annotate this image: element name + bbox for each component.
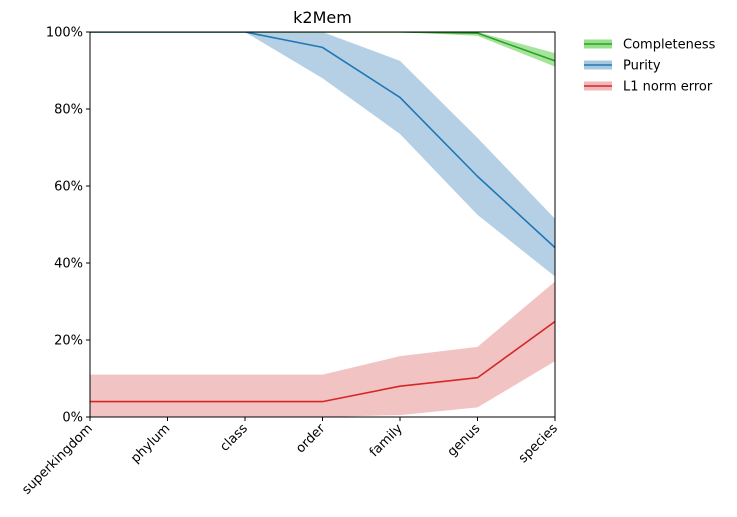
purity-band: [90, 32, 555, 277]
y-axis: 0% 20% 40% 60% 80% 100%: [46, 26, 90, 426]
x-tick-label: class: [217, 421, 251, 455]
x-tick-label: order: [293, 421, 329, 457]
x-axis: superkingdom phylum class order family genus s…: [19, 417, 561, 498]
y-tick-label: 40%: [54, 257, 83, 272]
legend-label: Purity: [623, 59, 661, 74]
line-layer: [90, 32, 555, 403]
legend-label: L1 norm error: [623, 80, 713, 95]
y-tick-label: 100%: [46, 26, 83, 41]
x-tick-label: genus: [445, 421, 484, 460]
y-tick-label: 0%: [62, 411, 83, 426]
x-tick-label: family: [367, 421, 406, 460]
y-tick-label: 80%: [54, 103, 83, 118]
purity-line: [90, 32, 555, 249]
legend: Completeness Purity L1 norm error: [584, 38, 716, 95]
x-tick-label: superkingdom: [19, 421, 95, 497]
band-layer: [90, 32, 555, 417]
x-tick-label: phylum: [128, 421, 173, 466]
legend-label: Completeness: [623, 38, 716, 53]
l1-norm-error-line: [90, 320, 555, 403]
chart-title: k2Mem: [293, 8, 352, 27]
completeness-line: [90, 32, 555, 62]
l1-norm-error-band: [90, 281, 555, 417]
y-tick-label: 60%: [54, 180, 83, 195]
x-tick-label: species: [516, 421, 561, 466]
y-tick-label: 20%: [54, 334, 83, 349]
